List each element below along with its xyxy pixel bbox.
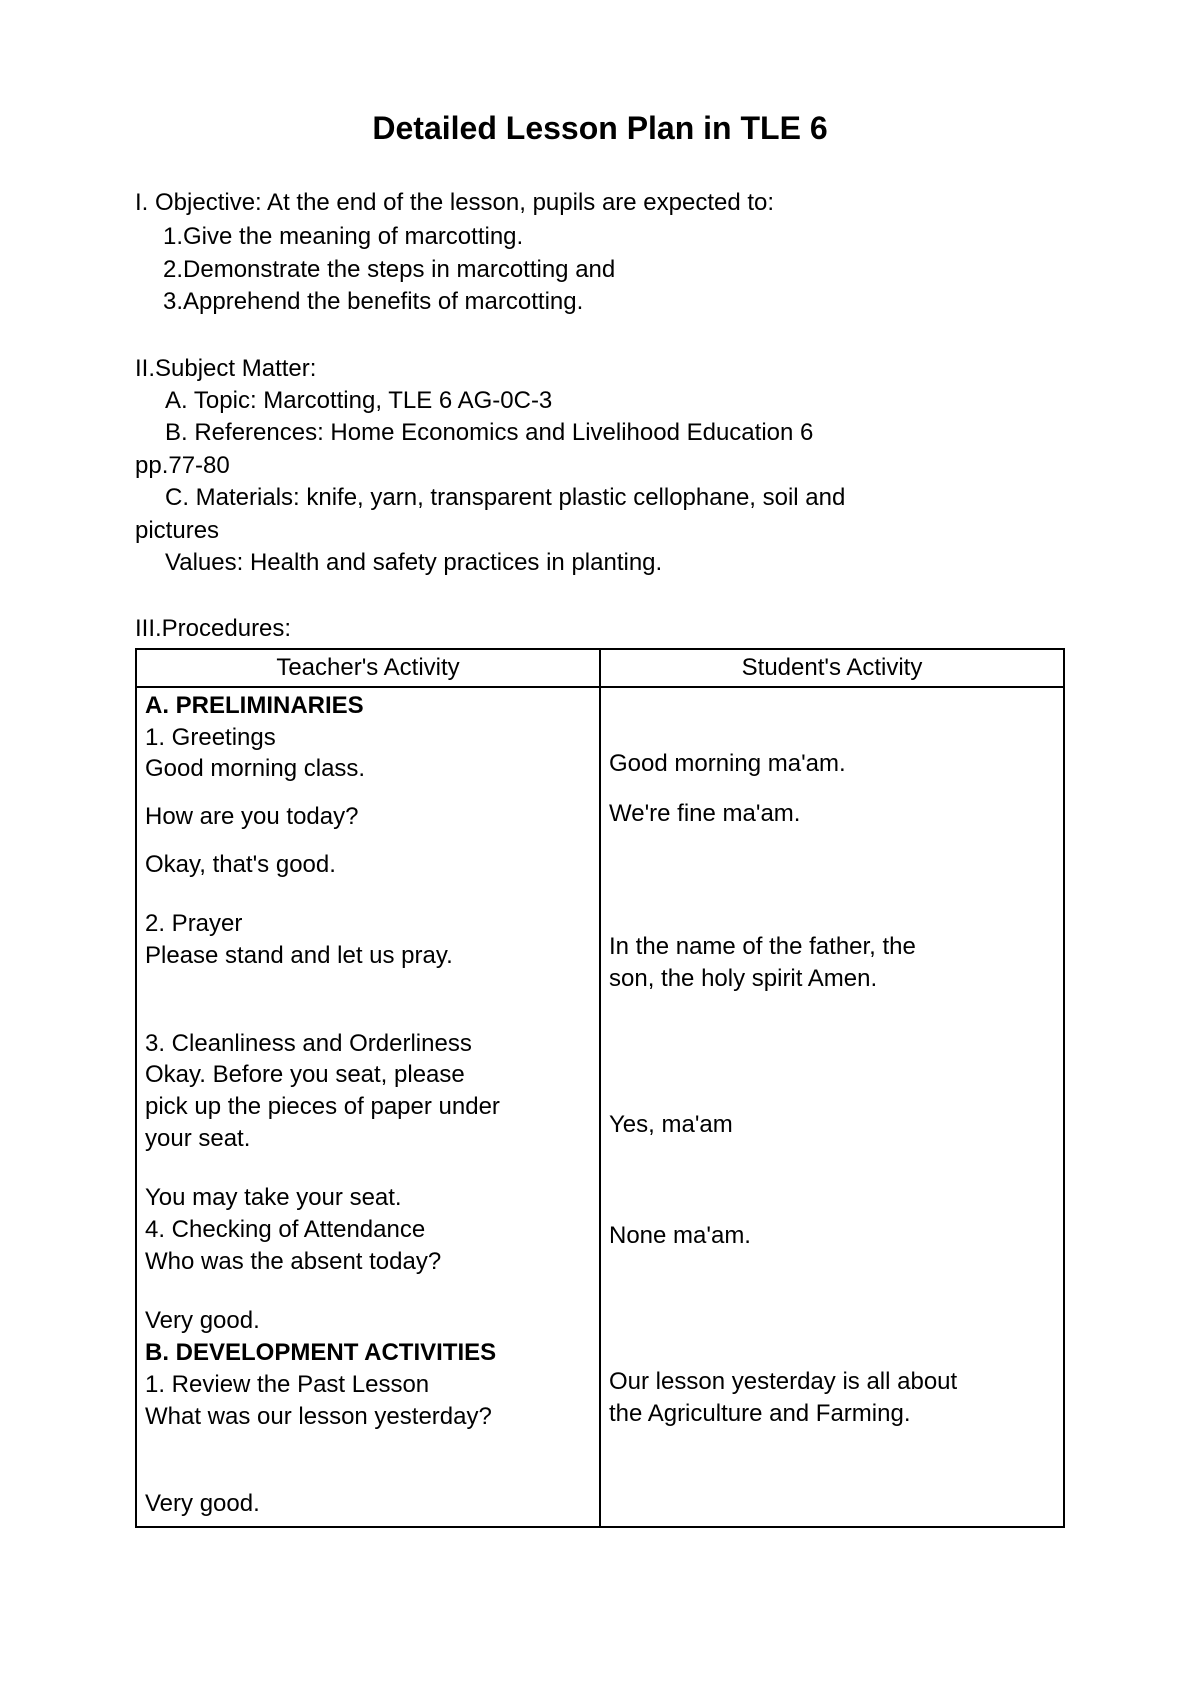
table-body-row: A. PRELIMINARIES 1. Greetings Good morni… — [136, 687, 1064, 1527]
student-none-maam: None ma'am. — [609, 1220, 1055, 1252]
procedures-table: Teacher's Activity Student's Activity A.… — [135, 648, 1065, 1528]
subject-references-pages: pp.77-80 — [135, 450, 1065, 482]
student-yesterday-2: the Agriculture and Farming. — [609, 1398, 1055, 1430]
objective-header: I. Objective: At the end of the lesson, … — [135, 187, 1065, 219]
teacher-activity-cell: A. PRELIMINARIES 1. Greetings Good morni… — [136, 687, 600, 1527]
cleanliness-line2: pick up the pieces of paper under — [145, 1091, 591, 1123]
subject-topic: A. Topic: Marcotting, TLE 6 AG-0C-3 — [135, 385, 1065, 417]
subject-values: Values: Health and safety practices in p… — [135, 547, 1065, 579]
very-good-1: Very good. — [145, 1305, 591, 1337]
subject-materials-line2: pictures — [135, 515, 1065, 547]
cleanliness-line1: Okay. Before you seat, please — [145, 1059, 591, 1091]
teacher-how-are-you: How are you today? — [145, 801, 591, 833]
development-header: B. DEVELOPMENT ACTIVITIES — [145, 1337, 591, 1369]
student-prayer-1: In the name of the father, the — [609, 931, 1055, 963]
very-good-2: Very good. — [145, 1488, 591, 1520]
subject-materials: C. Materials: knife, yarn, transparent p… — [135, 482, 1065, 514]
student-prayer-2: son, the holy spirit Amen. — [609, 963, 1055, 995]
student-activity-header: Student's Activity — [600, 649, 1064, 687]
procedures-section: III.Procedures: Teacher's Activity Stude… — [135, 613, 1065, 1528]
objective-item-3: 3.Apprehend the benefits of marcotting. — [135, 286, 1065, 318]
cleanliness-label: 3. Cleanliness and Orderliness — [145, 1028, 591, 1060]
student-were-fine: We're fine ma'am. — [609, 798, 1055, 830]
student-yesterday-1: Our lesson yesterday is all about — [609, 1366, 1055, 1398]
prayer-label: 2. Prayer — [145, 908, 591, 940]
procedures-header: III.Procedures: — [135, 613, 1065, 645]
attendance-label: 4. Checking of Attendance — [145, 1214, 591, 1246]
objective-item-1: 1.Give the meaning of marcotting. — [135, 221, 1065, 253]
student-good-morning: Good morning ma'am. — [609, 748, 1055, 780]
student-yes-maam: Yes, ma'am — [609, 1109, 1055, 1141]
review-label: 1. Review the Past Lesson — [145, 1369, 591, 1401]
subject-matter-header: II.Subject Matter: — [135, 353, 1065, 385]
page-title: Detailed Lesson Plan in TLE 6 — [135, 110, 1065, 147]
objective-section: I. Objective: At the end of the lesson, … — [135, 187, 1065, 319]
subject-matter-section: II.Subject Matter: A. Topic: Marcotting,… — [135, 353, 1065, 580]
student-activity-cell: Good morning ma'am. We're fine ma'am. In… — [600, 687, 1064, 1527]
teacher-activity-header: Teacher's Activity — [136, 649, 600, 687]
greetings-label: 1. Greetings — [145, 722, 591, 754]
subject-references: B. References: Home Economics and Liveli… — [135, 417, 1065, 449]
cleanliness-line3: your seat. — [145, 1123, 591, 1155]
absent-question: Who was the absent today? — [145, 1246, 591, 1278]
table-header-row: Teacher's Activity Student's Activity — [136, 649, 1064, 687]
yesterday-question: What was our lesson yesterday? — [145, 1401, 591, 1433]
objective-item-2: 2.Demonstrate the steps in marcotting an… — [135, 254, 1065, 286]
teacher-please-stand: Please stand and let us pray. — [145, 940, 591, 972]
preliminaries-header: A. PRELIMINARIES — [145, 690, 591, 722]
teacher-okay-good: Okay, that's good. — [145, 849, 591, 881]
teacher-good-morning: Good morning class. — [145, 753, 591, 785]
take-seat: You may take your seat. — [145, 1182, 591, 1214]
